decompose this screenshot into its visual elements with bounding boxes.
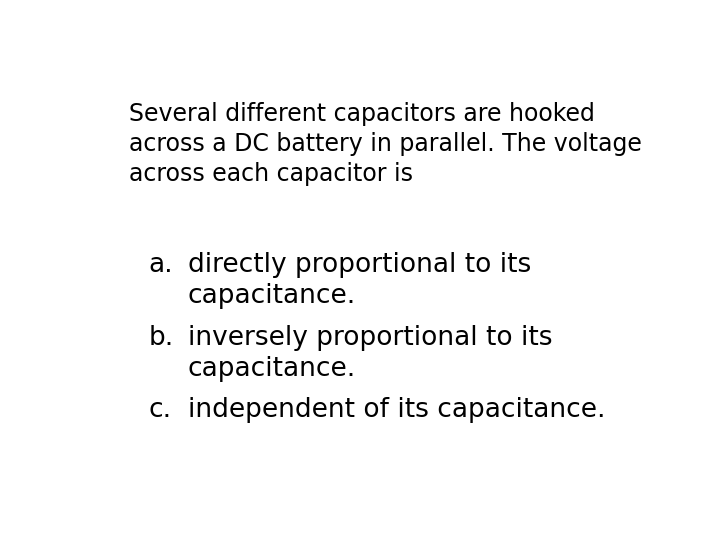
Text: across a DC battery in parallel. The voltage: across a DC battery in parallel. The vol… (129, 132, 642, 156)
Text: b.: b. (148, 325, 174, 350)
Text: across each capacitor is: across each capacitor is (129, 162, 413, 186)
Text: capacitance.: capacitance. (188, 356, 356, 382)
Text: Several different capacitors are hooked: Several different capacitors are hooked (129, 102, 595, 126)
Text: independent of its capacitance.: independent of its capacitance. (188, 397, 605, 423)
Text: inversely proportional to its: inversely proportional to its (188, 325, 552, 350)
Text: capacitance.: capacitance. (188, 283, 356, 309)
Text: a.: a. (148, 252, 174, 278)
Text: c.: c. (148, 397, 171, 423)
Text: directly proportional to its: directly proportional to its (188, 252, 531, 278)
